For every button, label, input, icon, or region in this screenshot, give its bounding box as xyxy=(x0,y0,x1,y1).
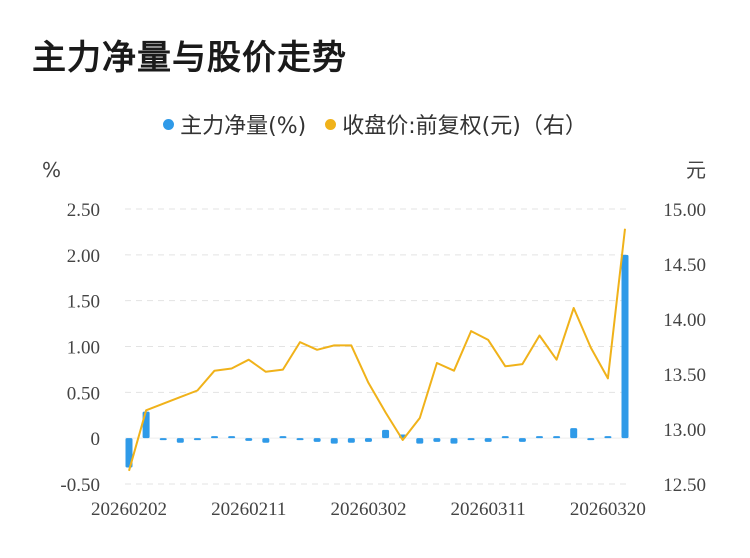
legend-label-net-volume: 主力净量(%) xyxy=(180,114,307,139)
bar-net-volume[interactable] xyxy=(535,436,543,439)
left-tick-label: 0 xyxy=(91,429,101,450)
bar-net-volume[interactable] xyxy=(347,438,355,443)
bar-net-volume[interactable] xyxy=(501,436,509,439)
x-tick-label: 20260311 xyxy=(451,499,526,520)
bar-net-volume[interactable] xyxy=(262,438,270,443)
bar-net-volume[interactable] xyxy=(228,436,236,439)
left-tick-label: 1.00 xyxy=(67,338,100,359)
left-axis-unit: % xyxy=(42,158,61,182)
bar-net-volume[interactable] xyxy=(467,438,475,441)
x-tick-label: 20260302 xyxy=(330,499,406,520)
bar-net-volume[interactable] xyxy=(433,438,441,442)
x-tick-label: 20260202 xyxy=(91,499,167,520)
left-tick-label: -0.50 xyxy=(60,475,100,496)
right-axis-unit: 元 xyxy=(686,158,706,182)
left-tick-label: 2.00 xyxy=(67,246,100,267)
legend: 主力净量(%) 收盘价:前复权(元)（右） xyxy=(0,108,750,140)
bar-net-volume[interactable] xyxy=(211,436,219,439)
right-tick-label: 15.00 xyxy=(663,200,706,221)
bar-net-volume[interactable] xyxy=(382,429,390,439)
bar-net-volume[interactable] xyxy=(330,438,338,444)
bar-net-volume[interactable] xyxy=(364,438,372,442)
bar-net-volume[interactable] xyxy=(450,438,458,444)
bar-net-volume[interactable] xyxy=(159,438,167,441)
bar-net-volume[interactable] xyxy=(604,436,612,439)
bar-net-volume[interactable] xyxy=(193,438,201,441)
bar-net-volume[interactable] xyxy=(570,428,578,439)
right-tick-label: 13.50 xyxy=(663,365,706,386)
right-tick-label: 13.00 xyxy=(663,420,706,441)
bar-net-volume[interactable] xyxy=(484,438,492,442)
bar-net-volume[interactable] xyxy=(518,438,526,442)
bar-net-volume[interactable] xyxy=(587,438,595,441)
legend-item-close-price[interactable]: 收盘价:前复权(元)（右） xyxy=(325,108,587,140)
left-tick-label: 1.50 xyxy=(67,292,100,313)
chart-title: 主力净量与股价走势 xyxy=(32,38,347,78)
bar-net-volume[interactable] xyxy=(553,436,561,439)
bar-net-volume[interactable] xyxy=(176,438,184,443)
x-tick-label: 20260211 xyxy=(211,499,286,520)
bar-net-volume[interactable] xyxy=(125,438,133,468)
bar-net-volume[interactable] xyxy=(279,436,287,439)
bar-net-volume[interactable] xyxy=(621,254,629,439)
line-close-price[interactable] xyxy=(128,228,626,472)
legend-label-close-price: 收盘价:前复权(元)（右） xyxy=(342,114,587,139)
legend-dot-bar xyxy=(163,118,175,130)
right-tick-label: 14.00 xyxy=(663,310,706,331)
right-tick-label: 14.50 xyxy=(663,255,706,276)
bar-net-volume[interactable] xyxy=(416,438,424,444)
bar-net-volume[interactable] xyxy=(245,438,253,441)
left-tick-label: 0.50 xyxy=(67,383,100,404)
x-tick-label: 20260320 xyxy=(570,499,646,520)
legend-dot-line xyxy=(325,118,337,130)
legend-item-net-volume[interactable]: 主力净量(%) xyxy=(163,108,306,140)
bar-net-volume[interactable] xyxy=(296,438,304,441)
left-tick-label: 2.50 xyxy=(67,200,100,221)
bar-net-volume[interactable] xyxy=(313,438,321,442)
right-tick-label: 12.50 xyxy=(663,475,706,496)
